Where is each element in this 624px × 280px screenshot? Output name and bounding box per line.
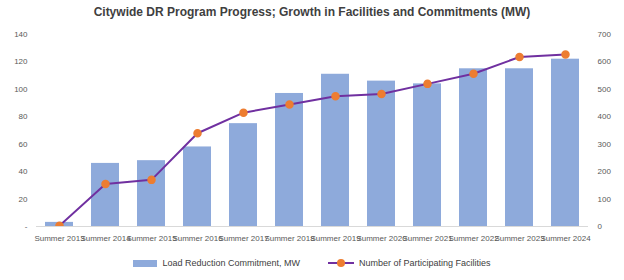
svg-text:Summer 2015: Summer 2015 <box>126 234 177 243</box>
svg-text:Summer 2021: Summer 2021 <box>402 234 453 243</box>
svg-text:Summer 2023: Summer 2023 <box>494 234 545 243</box>
svg-text:Summer 2022: Summer 2022 <box>448 234 499 243</box>
svg-text:140: 140 <box>14 30 28 39</box>
svg-text:200: 200 <box>598 167 612 176</box>
svg-text:Summer 2018: Summer 2018 <box>264 234 315 243</box>
svg-text:500: 500 <box>598 85 612 94</box>
svg-text:120: 120 <box>14 57 28 66</box>
svg-text:Summer 2017: Summer 2017 <box>218 234 269 243</box>
svg-text:-: - <box>25 222 28 231</box>
svg-text:Summer 2014: Summer 2014 <box>80 234 131 243</box>
svg-text:Summer 2019: Summer 2019 <box>310 234 361 243</box>
svg-text:Summer 2020: Summer 2020 <box>356 234 407 243</box>
svg-text:80: 80 <box>19 112 28 121</box>
html-text:Number of Participating Facili: Number of Participating Facilities <box>359 258 491 268</box>
html-text:Load Reduction Commitment, MW: Load Reduction Commitment, MW <box>162 258 300 268</box>
svg-text:40: 40 <box>19 167 28 176</box>
svg-text:Summer 2013: Summer 2013 <box>34 234 85 243</box>
svg-text:600: 600 <box>598 57 612 66</box>
svg-text:Summer 2024: Summer 2024 <box>540 234 591 243</box>
svg-text:100: 100 <box>14 85 28 94</box>
svg-text:0: 0 <box>598 222 603 231</box>
svg-text:60: 60 <box>19 140 28 149</box>
svg-text:400: 400 <box>598 112 612 121</box>
svg-text:20: 20 <box>19 195 28 204</box>
svg-text:300: 300 <box>598 140 612 149</box>
svg-text:700: 700 <box>598 30 612 39</box>
svg-text:Summer 2016: Summer 2016 <box>172 234 223 243</box>
svg-text:100: 100 <box>598 195 612 204</box>
html-text:Citywide DR Program Progress;: Citywide DR Program Progress; Growth in … <box>93 5 531 19</box>
